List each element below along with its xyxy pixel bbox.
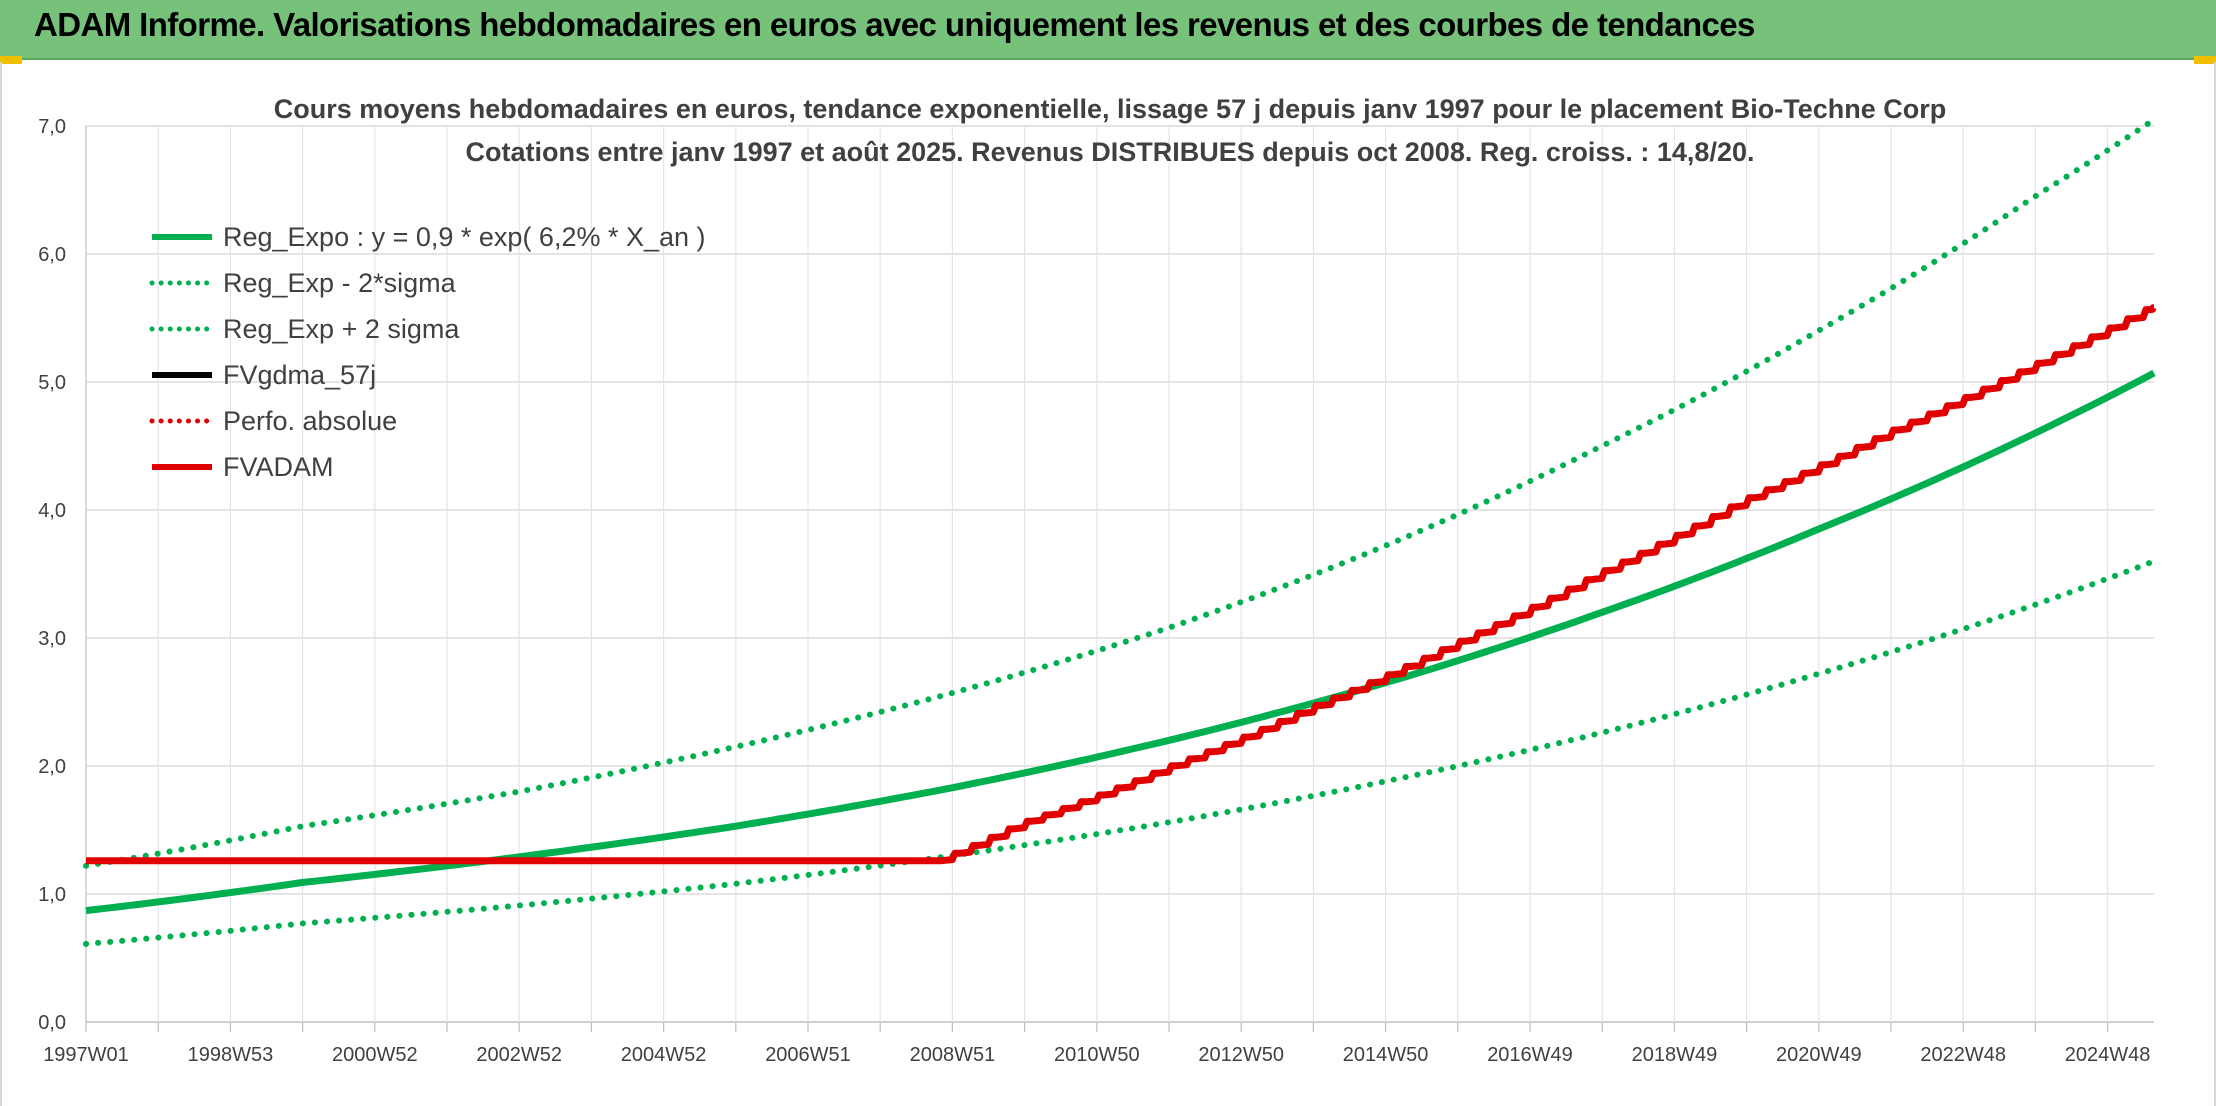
legend-label: FVgdma_57j (223, 360, 376, 390)
y-tick-label: 3,0 (38, 628, 66, 650)
series-line-1 (83, 558, 2157, 947)
x-tick-label: 1998W53 (188, 1044, 274, 1066)
y-tick-label: 2,0 (38, 756, 66, 778)
x-tick-label: 2014W50 (1343, 1044, 1429, 1066)
report-header: ADAM Informe. Valorisations hebdomadaire… (0, 0, 2216, 60)
y-tick-label: 1,0 (38, 884, 66, 906)
chart-legend: Reg_Expo : y = 0,9 * exp( 6,2% * X_an ) R… (149, 222, 706, 482)
x-tick-label: 2018W49 (1632, 1044, 1718, 1066)
chart-title: Cours moyens hebdomadaires en euros, ten… (274, 94, 1947, 124)
x-tick-label: 2008W51 (910, 1044, 996, 1066)
series-lines (83, 116, 2157, 947)
line-chart: 0,0 1,0 2,0 3,0 4,0 5,0 6,0 7,0 1997W01 1998W53 20… (38, 94, 2157, 1066)
legend-label: Perfo. absolue (223, 406, 397, 436)
x-tick-label: 2020W49 (1776, 1044, 1862, 1066)
series-line-5 (86, 304, 2157, 865)
y-tick-label: 6,0 (38, 244, 66, 266)
axes: 0,0 1,0 2,0 3,0 4,0 5,0 6,0 7,0 1997W01 1998W53 20… (38, 116, 2150, 1066)
legend-label: FVADAM (223, 452, 334, 482)
x-tick-label: 2012W50 (1198, 1044, 1284, 1066)
x-tick-label: 1997W01 (43, 1044, 129, 1066)
chart-subtitle: Cotations entre janv 1997 et août 2025. … (466, 137, 1755, 167)
legend-label: Reg_Expo : y = 0,9 * exp( 6,2% * X_an ) (223, 222, 706, 252)
series-line-0 (85, 369, 2156, 915)
x-tick-label: 2002W52 (476, 1044, 562, 1066)
report-title: ADAM Informe. Valorisations hebdomadaire… (34, 6, 1755, 43)
x-tick-label: 2006W51 (765, 1044, 851, 1066)
x-tick-label: 2024W48 (2065, 1044, 2151, 1066)
legend-label: Reg_Exp - 2*sigma (223, 268, 457, 298)
x-tick-label: 2022W48 (1920, 1044, 2006, 1066)
chart-area: 0,0 1,0 2,0 3,0 4,0 5,0 6,0 7,0 1997W01 1998W53 20… (0, 62, 2216, 1106)
x-tick-label: 2004W52 (621, 1044, 707, 1066)
x-tick-label: 2016W49 (1487, 1044, 1573, 1066)
y-tick-label: 5,0 (38, 372, 66, 394)
y-tick-label: 4,0 (38, 500, 66, 522)
corner-marker-right (2194, 56, 2216, 64)
x-tick-label: 2000W52 (332, 1044, 418, 1066)
x-tick-label: 2010W50 (1054, 1044, 1140, 1066)
y-tick-label: 7,0 (38, 116, 66, 138)
series-line-2 (83, 116, 2157, 869)
corner-marker-left (0, 56, 22, 64)
y-tick-label: 0,0 (38, 1012, 66, 1034)
grid-lines (85, 125, 2154, 1023)
legend-label: Reg_Exp + 2 sigma (223, 314, 460, 344)
